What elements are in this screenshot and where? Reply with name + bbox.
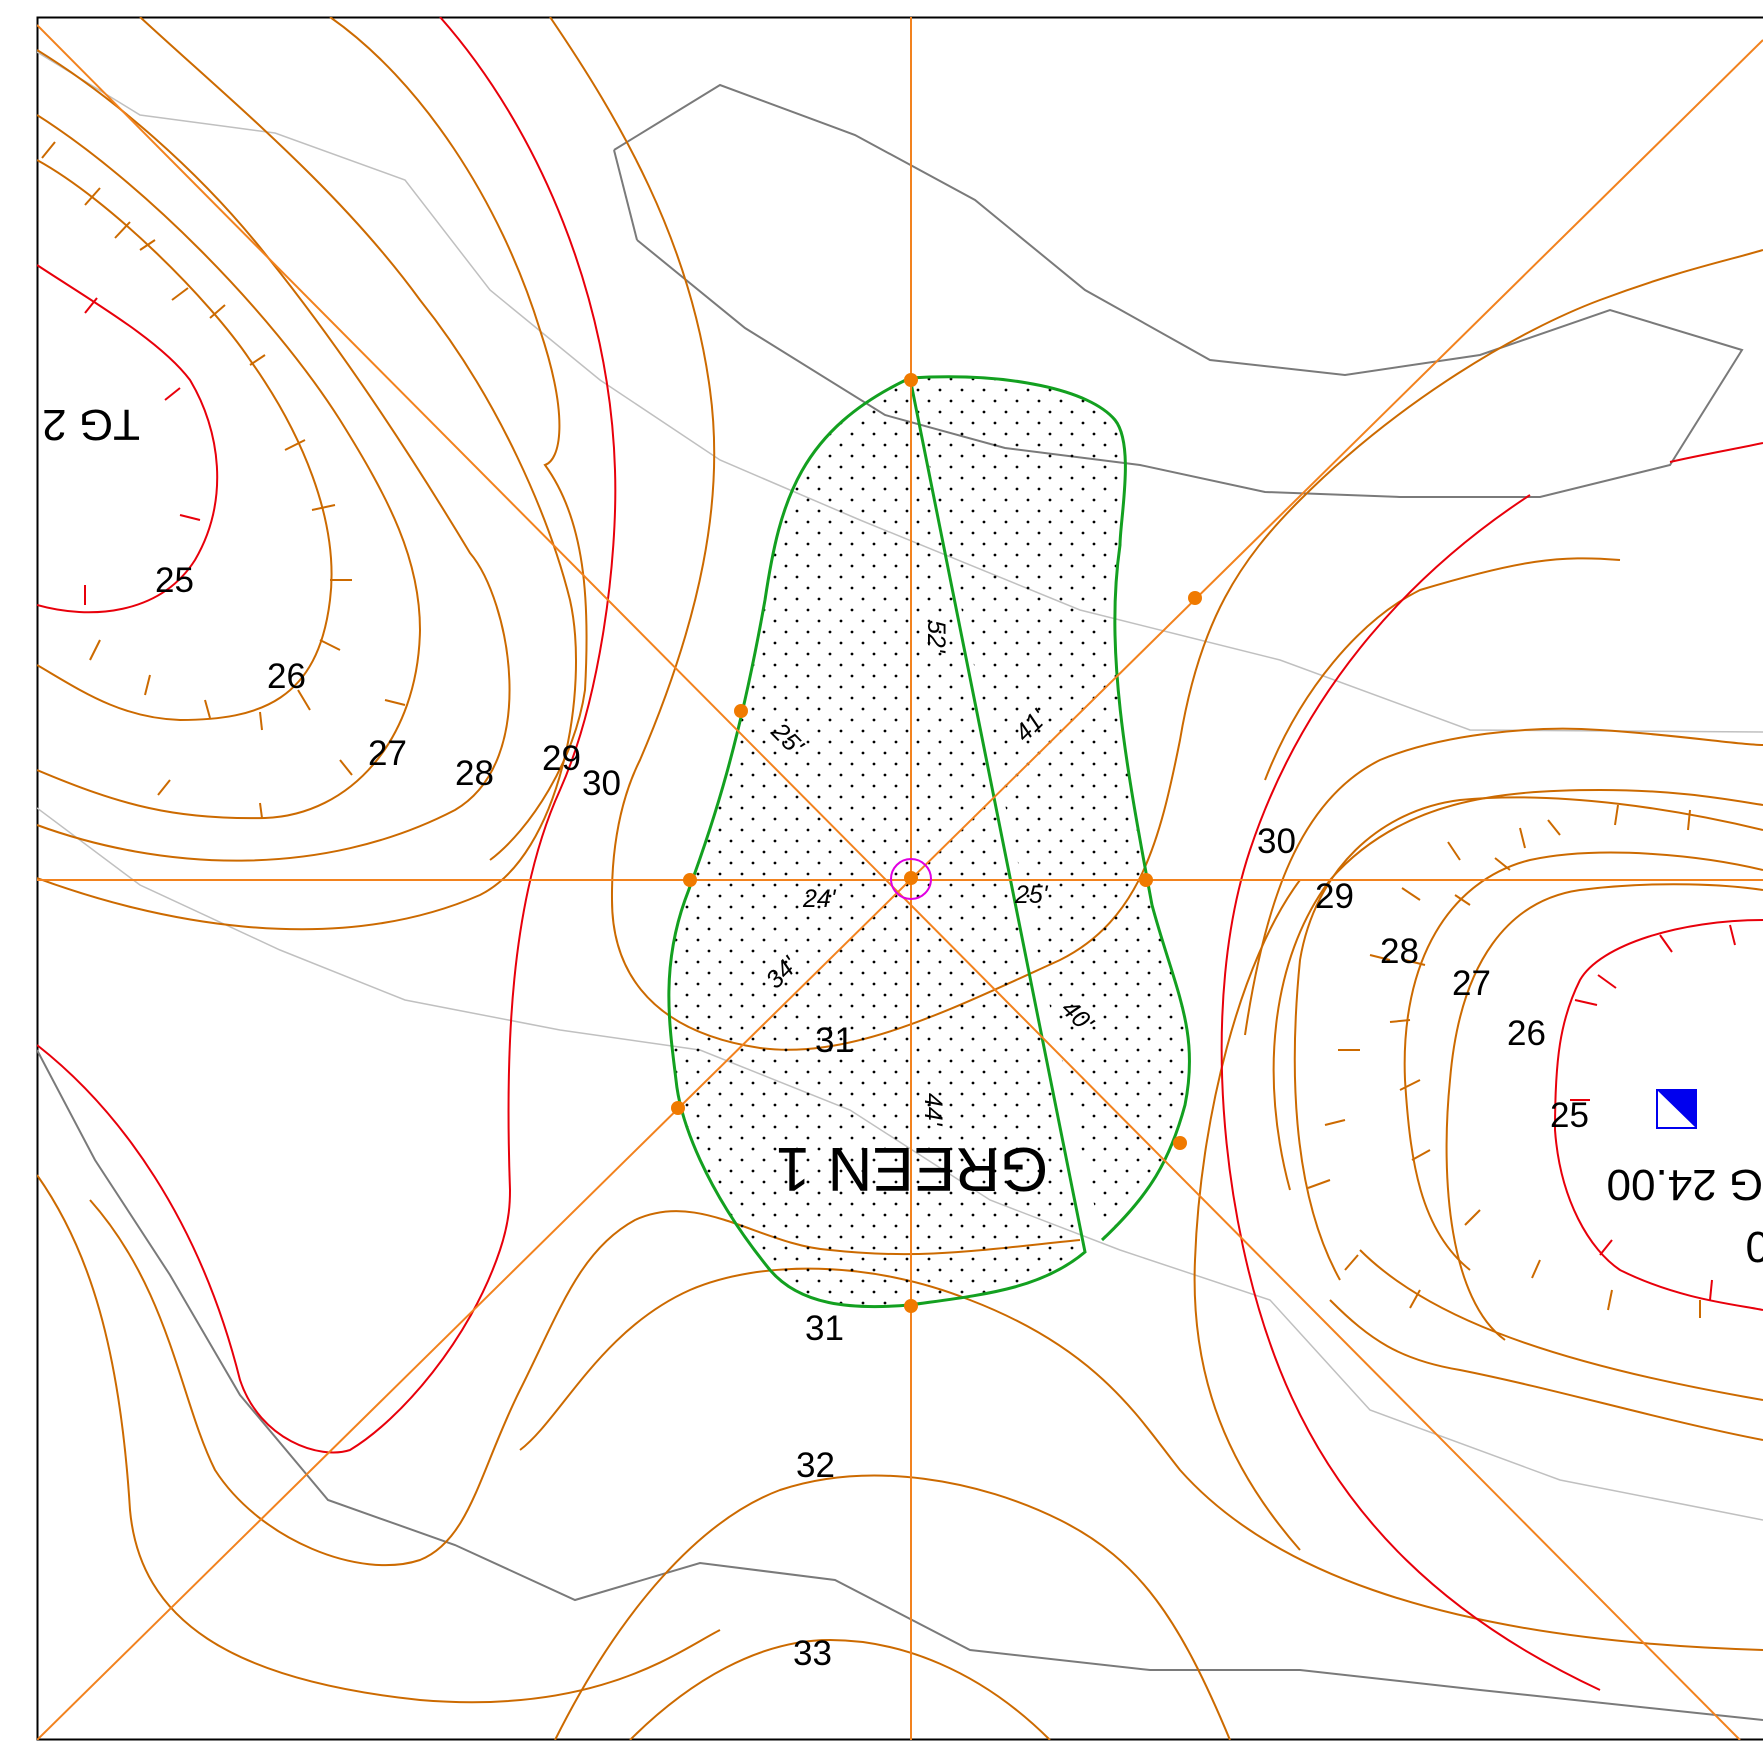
- contour-label: 32: [796, 1446, 835, 1485]
- contour-label: 27: [1452, 964, 1491, 1003]
- contour-label: 29: [1315, 877, 1354, 916]
- contour-label: 31: [805, 1309, 844, 1348]
- contour-label: 31: [815, 1021, 854, 1060]
- slope-ticks-right: [1307, 804, 1701, 1318]
- contour-label: 26: [267, 657, 306, 696]
- green-surface: [667, 375, 1192, 1309]
- contour-label: 28: [455, 754, 494, 793]
- contour-label: 29: [542, 739, 581, 778]
- contour-label: 30: [1257, 822, 1296, 861]
- tee-right-label: TG 24.00: [1607, 1160, 1763, 1209]
- index-ticks: [84, 297, 1736, 1301]
- slope-ticks-left: [41, 141, 406, 819]
- flag-icon: [1656, 1089, 1697, 1129]
- target-circle-icon: [890, 858, 932, 900]
- green-label: GREEN 1: [776, 1134, 1048, 1203]
- contour-label: 26: [1507, 1014, 1546, 1053]
- yardage-points: [671, 373, 1202, 1313]
- dimension-label: 44': [919, 1093, 947, 1127]
- contour-label: 30: [582, 764, 621, 803]
- tee-right-extra: 0: [1746, 1222, 1763, 1271]
- contour-label: 28: [1380, 932, 1419, 971]
- dimension-label: 52': [922, 620, 950, 654]
- contour-label: 27: [368, 734, 407, 773]
- dimension-label: 25': [1014, 881, 1049, 909]
- dimension-label: 24': [802, 885, 837, 913]
- contour-label: 25: [155, 561, 194, 600]
- contour-elevation-labels: 25 26 27 28 29 30 30 29 28 27 26 25 31 3…: [155, 561, 1589, 1673]
- contour-label: 33: [793, 1634, 832, 1673]
- index-contour-lines: [37, 17, 1763, 1691]
- contour-label: 25: [1550, 1096, 1589, 1135]
- tee-left-label: TG 2: [42, 400, 140, 449]
